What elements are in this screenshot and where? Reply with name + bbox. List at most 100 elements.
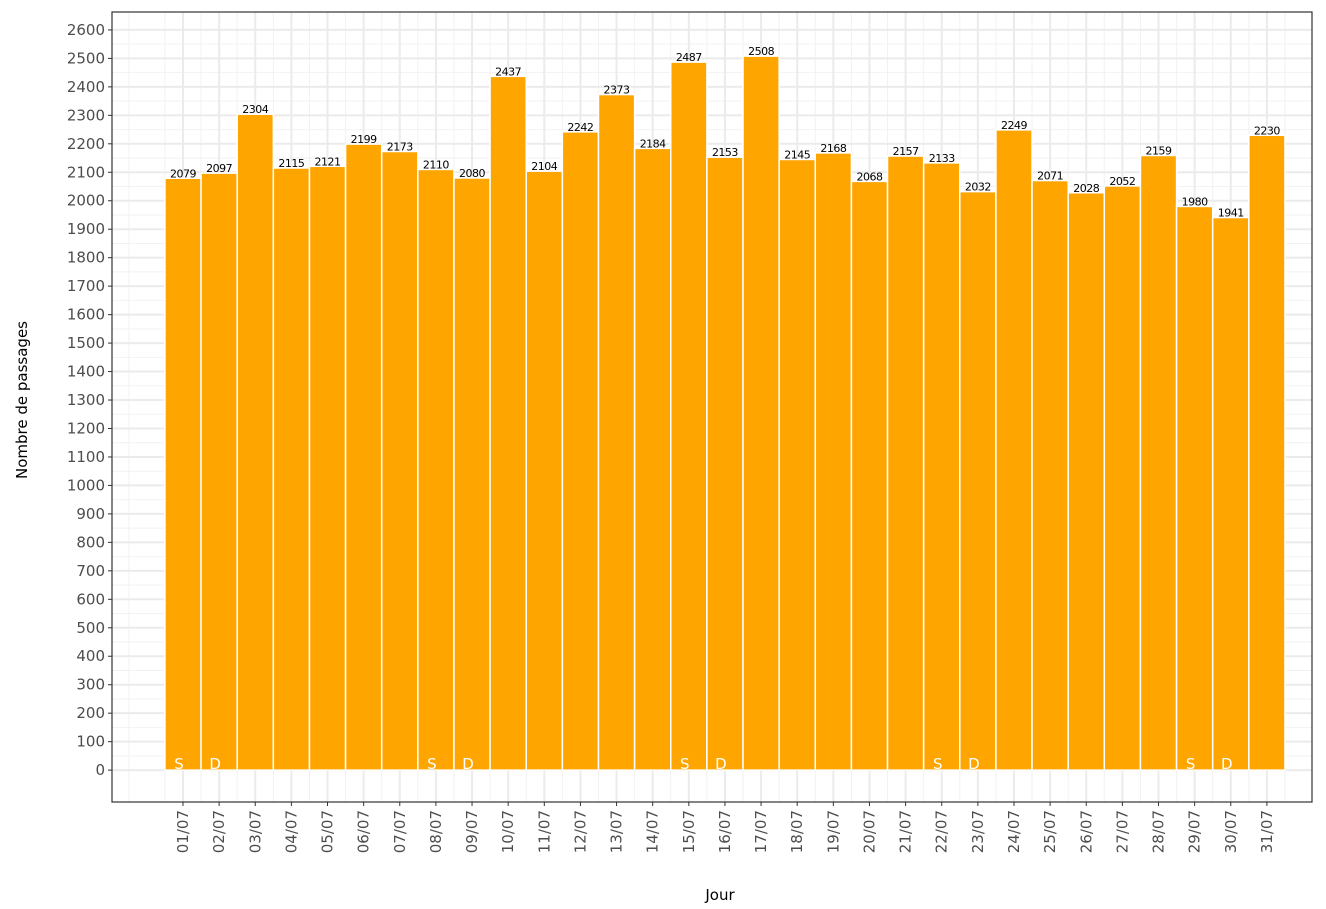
x-tick-label: 28/07 — [1150, 810, 1168, 853]
value-label: 1941 — [1218, 207, 1244, 220]
x-tick-label: 31/07 — [1258, 810, 1276, 853]
x-tick-label: 23/07 — [969, 810, 987, 853]
value-label: 2168 — [820, 142, 846, 155]
x-tick-label: 29/07 — [1186, 810, 1204, 853]
bar — [670, 61, 708, 771]
value-label: 2068 — [856, 170, 882, 183]
value-label: 2104 — [531, 160, 557, 173]
value-label: 2080 — [459, 167, 485, 180]
y-tick-label: 1200 — [67, 419, 105, 437]
bar — [886, 155, 925, 771]
x-tick-label: 26/07 — [1077, 810, 1095, 853]
x-tick-label: 21/07 — [897, 810, 915, 853]
day-marker: S — [427, 755, 437, 773]
x-tick-label: 17/07 — [752, 810, 770, 853]
y-tick-label: 2400 — [67, 78, 105, 96]
day-marker: S — [174, 755, 184, 773]
y-tick-label: 0 — [95, 761, 105, 779]
y-tick-label: 1800 — [67, 249, 105, 267]
bar — [236, 113, 275, 771]
panel-border — [111, 11, 1313, 803]
x-tick-label: 14/07 — [644, 810, 662, 853]
x-tick-label: 09/07 — [463, 810, 481, 853]
value-label: 2110 — [423, 158, 449, 171]
bar — [308, 165, 347, 771]
value-label: 2115 — [278, 157, 304, 170]
bar — [380, 150, 419, 771]
x-tick-label: 04/07 — [282, 810, 300, 853]
day-marker: S — [1186, 755, 1196, 773]
bar — [1103, 185, 1142, 771]
y-tick-label: 1100 — [67, 448, 105, 466]
bar — [525, 170, 564, 771]
value-label: 2028 — [1073, 182, 1099, 195]
x-tick-label: 27/07 — [1113, 810, 1131, 853]
value-label: 2153 — [712, 146, 738, 159]
bar — [1211, 216, 1250, 771]
x-tick-label: 24/07 — [1005, 810, 1023, 853]
bar — [778, 158, 817, 771]
y-tick-label: 300 — [76, 676, 105, 694]
bar — [850, 180, 889, 771]
day-marker: S — [680, 755, 690, 773]
bar — [164, 177, 202, 771]
bar — [561, 131, 600, 771]
bar — [814, 152, 853, 771]
value-label: 2133 — [929, 152, 955, 165]
bar — [489, 75, 527, 771]
y-tick-label: 1000 — [67, 476, 105, 494]
y-tick-label: 1600 — [67, 306, 105, 324]
value-label: 2184 — [640, 137, 666, 150]
y-tick-label: 2100 — [67, 163, 105, 181]
y-tick-label: 2200 — [67, 135, 105, 153]
day-marker: D — [1221, 755, 1233, 773]
x-tick-label: 15/07 — [680, 810, 698, 853]
value-label: 2242 — [567, 121, 593, 134]
x-tick-label: 05/07 — [319, 810, 337, 853]
value-label: 2071 — [1037, 170, 1063, 183]
bar — [1031, 179, 1069, 771]
x-tick-label: 11/07 — [535, 810, 553, 853]
x-tick-label: 22/07 — [933, 810, 951, 853]
x-tick-label: 19/07 — [824, 810, 842, 853]
x-tick-label: 01/07 — [174, 810, 192, 853]
y-tick-label: 1700 — [67, 277, 105, 295]
bar — [633, 147, 672, 771]
bar — [453, 177, 491, 771]
x-tick-label: 18/07 — [788, 810, 806, 853]
value-label: 2032 — [965, 181, 991, 194]
value-label: 2173 — [387, 140, 413, 153]
x-tick-label: 06/07 — [355, 810, 373, 853]
bar — [959, 190, 997, 771]
y-tick-label: 100 — [76, 733, 105, 751]
value-label: 2157 — [893, 145, 919, 158]
bar — [272, 167, 311, 771]
bar — [1067, 192, 1106, 771]
bar — [344, 143, 383, 771]
y-tick-label: 1400 — [67, 363, 105, 381]
x-tick-label: 08/07 — [427, 810, 445, 853]
x-tick-label: 12/07 — [571, 810, 589, 853]
y-tick-label: 200 — [76, 704, 105, 722]
bar — [200, 172, 238, 771]
y-tick-label: 2600 — [67, 21, 105, 39]
value-label: 2199 — [351, 133, 377, 146]
value-label: 2373 — [604, 84, 630, 97]
day-marker: D — [715, 755, 727, 773]
bar — [597, 93, 636, 771]
value-label: 2508 — [748, 45, 774, 58]
y-tick-label: 800 — [76, 533, 105, 551]
day-marker: D — [209, 755, 221, 773]
value-label: 2159 — [1146, 144, 1172, 157]
x-axis-title: Jour — [704, 886, 735, 904]
bar — [1248, 134, 1286, 771]
x-tick-label: 02/07 — [210, 810, 228, 853]
x-tick-label: 13/07 — [608, 810, 626, 853]
value-label: 2230 — [1254, 124, 1280, 137]
y-tick-label: 2300 — [67, 106, 105, 124]
bar — [1175, 205, 1214, 771]
bar — [417, 168, 455, 771]
value-label: 2304 — [242, 103, 268, 116]
